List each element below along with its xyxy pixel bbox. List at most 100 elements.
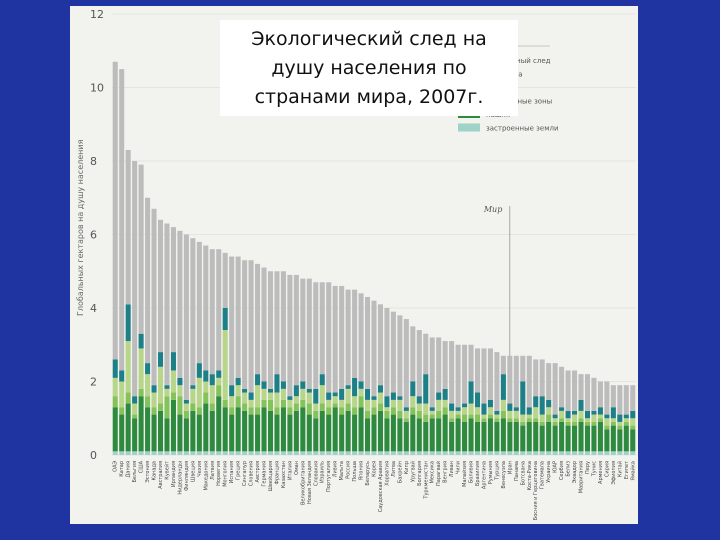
bar-segment-fishing bbox=[293, 403, 299, 411]
y-tick-label: 10 bbox=[90, 82, 104, 95]
bar-segment-fishing bbox=[145, 396, 151, 408]
bar-segment-built bbox=[500, 451, 506, 455]
bar-segment-forest bbox=[377, 392, 383, 404]
bar-segment-cropland bbox=[572, 425, 578, 452]
bar-segment-built bbox=[604, 451, 610, 455]
bar-segment-cropland bbox=[157, 410, 164, 452]
bar-segment-built bbox=[313, 451, 319, 455]
bar-stack bbox=[306, 278, 312, 455]
bar-segment-built bbox=[429, 451, 435, 455]
bar-segment-fishing bbox=[526, 418, 532, 422]
bar-segment-fishing bbox=[449, 418, 455, 422]
bar-segment-carbon bbox=[170, 227, 176, 353]
bar-segment-cropland bbox=[630, 429, 636, 452]
bar-stack bbox=[578, 374, 584, 455]
y-tick-label: 8 bbox=[90, 155, 97, 168]
bar-stack bbox=[216, 249, 222, 455]
x-tick-label: Монголия bbox=[223, 461, 229, 487]
bar-segment-built bbox=[565, 451, 571, 455]
bar-segment-forest bbox=[274, 392, 280, 408]
bar-segment-carbon bbox=[255, 263, 261, 375]
bar-segment-fishing bbox=[455, 414, 461, 419]
bar-segment-pasture bbox=[222, 308, 228, 331]
bar-stack bbox=[274, 271, 280, 455]
bar-segment-pasture bbox=[125, 304, 131, 342]
bar-segment-built bbox=[326, 451, 332, 455]
bar-segment-fishing bbox=[442, 407, 448, 415]
bar-segment-fishing bbox=[410, 407, 416, 415]
bar-segment-carbon bbox=[248, 260, 254, 393]
bar-segment-fishing bbox=[507, 418, 513, 422]
bar-stack bbox=[365, 296, 371, 455]
x-tick-label: Австрия bbox=[255, 461, 261, 482]
bar-segment-forest bbox=[183, 403, 189, 411]
bar-segment-cropland bbox=[248, 414, 254, 452]
bar-segment-carbon bbox=[203, 245, 209, 371]
bar-segment-fishing bbox=[552, 421, 558, 426]
bar-stack bbox=[157, 219, 164, 455]
x-tick-label: Сербия bbox=[559, 461, 565, 480]
bar-stack bbox=[436, 337, 442, 455]
bar-segment-carbon bbox=[494, 352, 500, 411]
bar-stack bbox=[468, 344, 474, 455]
bar-segment-forest bbox=[539, 414, 545, 422]
bar-segment-cropland bbox=[617, 429, 623, 452]
bar-segment-forest bbox=[190, 388, 196, 404]
bar-segment-pasture bbox=[572, 410, 578, 415]
bar-segment-pasture bbox=[377, 385, 383, 393]
bar-segment-forest bbox=[423, 403, 429, 415]
bar-segment-pasture bbox=[526, 407, 532, 415]
bar-segment-built bbox=[339, 451, 345, 455]
bar-segment-cropland bbox=[436, 418, 442, 452]
bar-segment-carbon bbox=[610, 385, 616, 408]
bar-segment-built bbox=[145, 451, 151, 455]
bar-segment-built bbox=[487, 451, 493, 455]
x-tick-label: Япония bbox=[359, 461, 365, 480]
x-tick-label: Ливан bbox=[449, 461, 455, 477]
bar-segment-carbon bbox=[196, 241, 202, 364]
bar-segment-fishing bbox=[164, 396, 170, 419]
bar-segment-pasture bbox=[287, 396, 293, 400]
x-tick-label: ЮАР bbox=[553, 461, 559, 473]
bar-segment-pasture bbox=[196, 363, 202, 378]
bar-stack bbox=[533, 359, 539, 455]
bar-segment-fishing bbox=[125, 392, 131, 404]
bar-segment-built bbox=[481, 451, 487, 455]
x-tick-label: Канада bbox=[152, 461, 158, 480]
bar-segment-built bbox=[293, 451, 299, 455]
bar-stack bbox=[610, 385, 616, 455]
bar-segment-forest bbox=[462, 407, 468, 415]
bar-segment-built bbox=[572, 451, 578, 455]
bar-segment-forest bbox=[500, 399, 506, 411]
bar-segment-pasture bbox=[487, 399, 493, 408]
bar-segment-pasture bbox=[242, 388, 248, 393]
bar-stack bbox=[371, 300, 377, 455]
bar-segment-carbon bbox=[474, 348, 481, 393]
bar-segment-cropland bbox=[280, 407, 286, 452]
bar-segment-carbon bbox=[597, 381, 603, 408]
ecological-footprint-chart: 0 2 4 6 8 10 12 Глобальных гектаров на душу нас… bbox=[76, 8, 636, 520]
bar-segment-fishing bbox=[332, 403, 338, 408]
x-tick-label: Норвегия bbox=[216, 461, 222, 486]
bar-segment-fishing bbox=[255, 407, 261, 415]
legend-entry: углеродный след bbox=[486, 57, 551, 65]
bar-segment-cropland bbox=[119, 414, 125, 452]
bar-segment-pasture bbox=[235, 377, 241, 386]
x-tick-label: Эквадор bbox=[572, 461, 578, 483]
x-tick-label: Боливия bbox=[469, 461, 475, 483]
bar-stack bbox=[423, 333, 429, 455]
bar-segment-built bbox=[526, 451, 532, 455]
x-tick-label: Бразилия bbox=[475, 461, 481, 486]
bar-segment-fishing bbox=[377, 403, 383, 411]
bar-segment-carbon bbox=[617, 385, 623, 415]
bar-segment-forest bbox=[319, 385, 325, 404]
bar-stack bbox=[293, 274, 299, 455]
bar-segment-fishing bbox=[384, 410, 390, 419]
bar-segment-forest bbox=[513, 410, 519, 419]
bar-segment-fishing bbox=[397, 410, 403, 419]
bar-segment-built bbox=[377, 451, 383, 455]
x-tick-label: Сингапур bbox=[242, 461, 248, 486]
bar-segment-carbon bbox=[520, 355, 526, 382]
bar-segment-cropland bbox=[151, 414, 157, 452]
bar-segment-cropland bbox=[235, 407, 241, 452]
